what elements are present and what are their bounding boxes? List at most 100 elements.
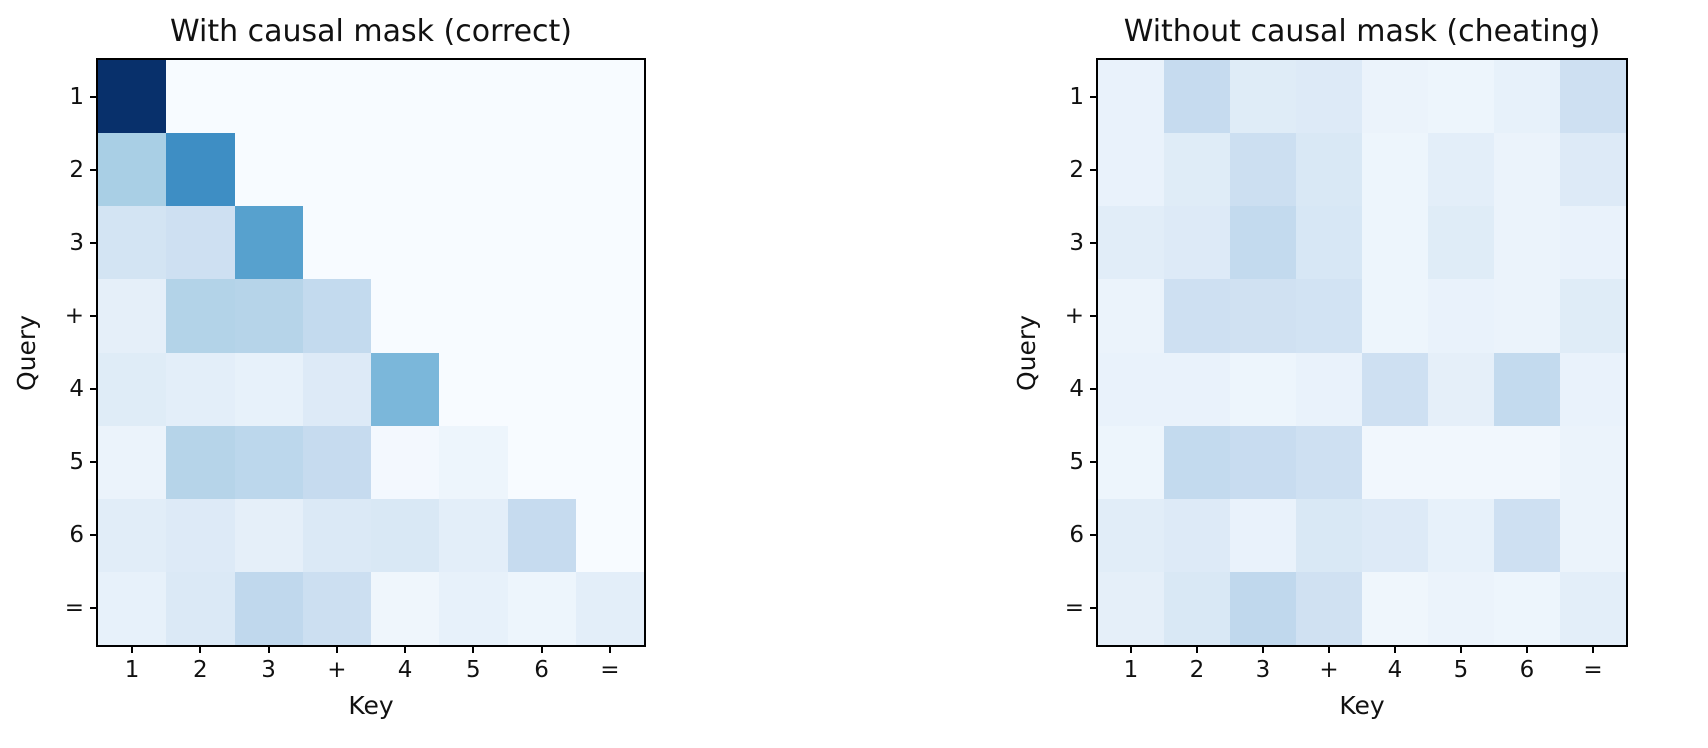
heatmap-cell [439,279,508,353]
heatmap-cell [234,352,303,426]
heatmap-cell [575,206,644,280]
heatmap-cell [1362,571,1428,645]
heatmap-cell [1560,279,1626,353]
heatmap-cell [1230,206,1296,280]
x-tick-label: 5 [1453,657,1469,683]
y-tick-label: 4 [69,376,84,403]
y-tick-label: 2 [69,156,84,183]
heatmap-cell [166,60,235,134]
heatmap-cell [1164,133,1230,207]
heatmap-cell [1428,425,1494,499]
heatmap-cell [166,498,235,572]
x-tick-label: + [1319,657,1339,683]
heatmap-cell [439,206,508,280]
y-tick-label: 6 [1069,522,1084,549]
y-tick-mark [1090,607,1098,610]
y-tick-mark [90,168,98,171]
heatmap-cell [1230,279,1296,353]
heatmap-cell [98,571,167,645]
heatmap-cell [371,352,440,426]
heatmap-cell [507,279,576,353]
heatmap-cell [1296,498,1362,572]
y-tick-label: = [64,595,84,622]
heatmap-cell [302,60,371,134]
y-tick-mark [90,461,98,464]
y-tick-mark [90,388,98,391]
plot-title: With causal mask (correct) [169,14,573,49]
heatmap-cell [1560,571,1626,645]
y-tick-label: 6 [69,522,84,549]
heatmap-cell [98,498,167,572]
heatmap-cell [439,133,508,207]
heatmap-cell [1296,279,1362,353]
heatmap-cell [1362,498,1428,572]
heatmap-cell [371,571,440,645]
x-tick-mark [404,645,407,653]
heatmap-cell [1098,206,1164,280]
heatmap-cell [439,571,508,645]
y-tick-label: 3 [1069,229,1084,256]
heatmap-cell [371,425,440,499]
heatmap-cell [1164,498,1230,572]
heatmap-cell [234,279,303,353]
heatmap-cell [234,571,303,645]
y-tick-label: = [1064,595,1084,622]
heatmap-cell [1164,206,1230,280]
heatmap-cell [98,133,167,207]
x-tick-mark [1196,645,1198,653]
heatmap-cell [439,498,508,572]
heatmap-cell [1494,352,1560,426]
heatmap-cell [1230,571,1296,645]
x-tick-mark [267,645,270,653]
heatmap-cell [234,498,303,572]
heatmap-cell [439,60,508,134]
y-tick-label: 1 [1069,83,1084,110]
heatmap-cell [166,352,235,426]
heatmap-cell [1230,60,1296,134]
heatmap-cell [234,60,303,134]
heatmap-cell [1098,571,1164,645]
y-tick-mark [90,607,98,610]
heatmap-cell [1494,425,1560,499]
y-tick-label: 5 [69,449,84,476]
y-tick-mark [1090,461,1098,464]
y-axis-label: Query [1012,314,1041,391]
heatmap-cell [1362,352,1428,426]
heatmap-cell [98,352,167,426]
heatmap-cell [1230,133,1296,207]
heatmap-cell [1164,352,1230,426]
x-tick-label: 6 [1519,657,1535,683]
heatmap-cell [1494,571,1560,645]
heatmap-cell [371,279,440,353]
heatmap-cell [439,352,508,426]
x-tick-label: + [327,657,347,683]
heatmap-cell [1362,279,1428,353]
heatmap-cell [1494,279,1560,353]
heatmap-cell [507,571,576,645]
heatmap-cell [1560,498,1626,572]
heatmap-cell [1296,60,1362,134]
heatmap-cell [1230,498,1296,572]
x-tick-label: = [600,657,620,683]
heatmap-cell [1296,133,1362,207]
heatmap-cell [1428,133,1494,207]
heatmap-cell [575,60,644,134]
x-tick-label: 4 [397,657,413,683]
y-tick-label: + [64,302,84,329]
heatmap-cell [1230,352,1296,426]
heatmap-cell [302,425,371,499]
heatmap-cell [1164,279,1230,353]
x-tick-mark [1130,645,1132,653]
heatmap-cell [1098,60,1164,134]
heatmap-cell [1428,352,1494,426]
heatmap-cell [166,571,235,645]
heatmap-cell [507,352,576,426]
heatmap-cell [1362,425,1428,499]
heatmap-cell [1560,425,1626,499]
y-tick-label: 2 [1069,156,1084,183]
x-tick-label: 3 [261,657,276,683]
heatmap-without-causal-mask: Without causal mask (cheating) Query Key… [1012,14,1628,720]
heatmap-cell [575,133,644,207]
heatmap-cell [1560,133,1626,207]
